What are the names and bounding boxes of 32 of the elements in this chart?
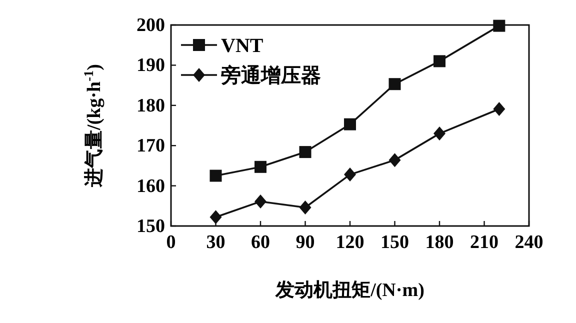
- x-tick-label: 60: [251, 232, 270, 253]
- y-tick-label: 190: [136, 55, 165, 76]
- point: [388, 78, 401, 90]
- x-tick-label: 150: [380, 232, 409, 253]
- point: [210, 210, 222, 224]
- point: [493, 20, 506, 32]
- point: [434, 55, 446, 68]
- point: [254, 194, 266, 208]
- x-tick-label: 180: [425, 232, 454, 253]
- x-tick-label: 240: [514, 232, 544, 253]
- y-tick-label: 150: [136, 216, 165, 237]
- point: [388, 153, 401, 168]
- x-axis-title: 发动机扭矩/(N·m): [274, 280, 424, 301]
- point: [299, 200, 312, 215]
- point: [299, 146, 312, 158]
- point: [434, 126, 446, 141]
- x-tick-label: 30: [206, 232, 226, 253]
- x-tick-label: 0: [166, 232, 176, 253]
- y-tick-label: 180: [136, 95, 165, 116]
- x-tick-label: 90: [296, 232, 315, 253]
- y-tick-label: 160: [136, 176, 165, 197]
- point: [210, 170, 222, 182]
- y-tick-label: 200: [136, 15, 165, 36]
- point: [493, 102, 506, 116]
- x-tick-label: 120: [336, 232, 364, 253]
- y-tick-label: 170: [136, 136, 165, 157]
- point: [344, 118, 356, 130]
- point: [344, 168, 356, 182]
- legend-label: 旁通增压器: [221, 64, 321, 87]
- point: [254, 160, 266, 173]
- x-tick-label: 210: [470, 232, 498, 253]
- legend-label: VNT: [221, 35, 264, 57]
